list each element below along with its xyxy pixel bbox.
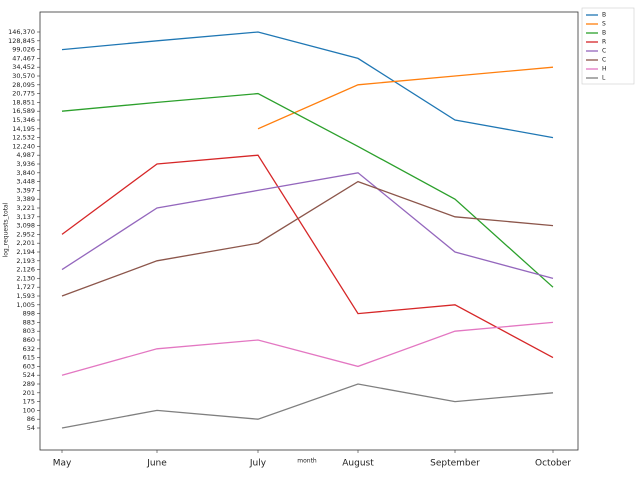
legend-label: C	[602, 48, 606, 55]
y-tick-label: 3,448	[16, 178, 35, 186]
y-tick-label: 524	[23, 371, 35, 379]
x-axis-label: month	[297, 458, 317, 465]
y-tick-label: 16,589	[12, 107, 35, 115]
x-tick-label: August	[342, 459, 374, 469]
y-tick-label: 28,095	[12, 81, 35, 89]
y-tick-label: 15,346	[12, 116, 35, 124]
y-tick-label: 615	[23, 354, 35, 362]
legend-box	[581, 7, 635, 85]
y-tick-label: 34,452	[12, 63, 35, 71]
y-tick-label: 898	[23, 310, 35, 318]
y-tick-label: 1,593	[16, 292, 35, 300]
y-tick-label: 18,851	[12, 98, 35, 106]
series-line	[61, 172, 554, 280]
legend-label: H	[602, 66, 607, 73]
y-tick-label: 99,026	[12, 46, 35, 54]
y-tick-label: 1,727	[16, 283, 35, 291]
y-tick-label: 3,137	[16, 213, 35, 221]
y-tick-label: 12,240	[12, 142, 35, 150]
series-line	[61, 154, 554, 359]
y-tick-label: 860	[23, 336, 35, 344]
y-tick-label: 632	[23, 345, 35, 353]
y-tick-label: 100	[23, 406, 35, 414]
y-tick-label: 603	[23, 362, 35, 370]
x-tick-label: October	[535, 459, 571, 469]
y-tick-label: 86	[27, 415, 35, 423]
y-tick-label: 2,952	[16, 230, 35, 238]
x-tick-label: July	[249, 459, 267, 469]
y-tick-label: 2,193	[16, 257, 35, 265]
series-line	[61, 180, 554, 297]
y-tick-label: 2,194	[16, 248, 35, 256]
y-tick-label: 14,195	[12, 125, 35, 133]
legend-label: R	[602, 39, 606, 46]
y-tick-label: 3,936	[16, 160, 35, 168]
y-tick-label: 3,098	[16, 222, 35, 230]
series-line	[61, 321, 554, 376]
x-tick-label: May	[53, 459, 72, 469]
y-tick-label: 128,845	[8, 37, 35, 45]
legend-label: C	[602, 57, 606, 64]
y-tick-label: 47,467	[12, 54, 35, 62]
y-tick-label: 201	[23, 389, 35, 397]
plot-frame	[39, 11, 579, 451]
y-tick-label: 803	[23, 327, 35, 335]
y-axis-label: log_requests_total	[3, 202, 10, 257]
y-tick-label: 4,987	[16, 151, 35, 159]
series-line	[61, 92, 554, 288]
y-tick-label: 3,840	[16, 169, 35, 177]
y-tick-label: 289	[23, 380, 35, 388]
y-tick-label: 146,370	[8, 28, 35, 36]
y-tick-label: 2,130	[16, 274, 35, 282]
y-tick-label: 20,775	[12, 90, 35, 98]
series-line	[61, 383, 554, 429]
series-line	[61, 31, 554, 139]
y-tick-label: 3,221	[16, 204, 35, 212]
legend-label: L	[602, 75, 606, 82]
y-tick-label: 54	[27, 424, 35, 432]
y-tick-label: 3,389	[16, 195, 35, 203]
legend-label: B	[602, 12, 606, 19]
y-tick-label: 2,126	[16, 266, 35, 274]
y-tick-label: 1,005	[16, 301, 35, 309]
y-tick-label: 12,532	[12, 134, 35, 142]
y-tick-label: 175	[23, 398, 35, 406]
y-tick-label: 2,201	[16, 239, 35, 247]
y-tick-label: 883	[23, 318, 35, 326]
y-tick-label: 3,397	[16, 186, 35, 194]
series-line	[257, 66, 554, 130]
x-tick-label: September	[430, 459, 480, 469]
legend-label: S	[602, 21, 606, 28]
y-tick-label: 30,570	[12, 72, 35, 80]
x-tick-label: June	[146, 459, 167, 469]
legend-label: B	[602, 30, 606, 37]
